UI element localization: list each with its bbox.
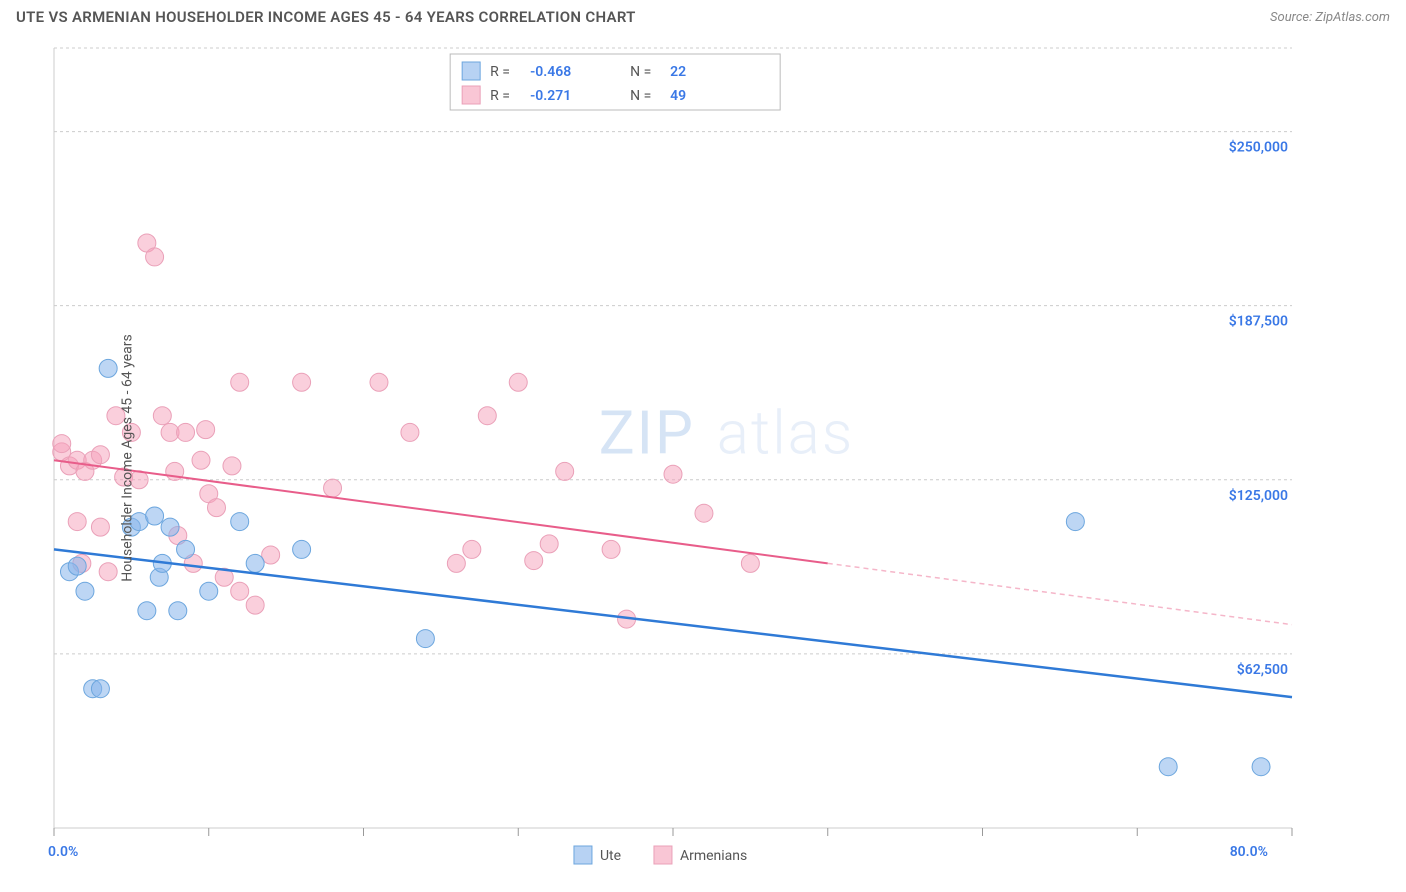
data-point-armenians	[153, 407, 171, 425]
legend-r-value-armenians: -0.271	[530, 88, 571, 104]
data-point-ute	[169, 602, 187, 620]
data-point-armenians	[231, 582, 249, 600]
legend-swatch-armenians	[462, 86, 480, 104]
legend-n-value-armenians: 49	[670, 88, 686, 104]
y-tick-label: $187,500	[1229, 313, 1288, 330]
data-point-ute	[1066, 513, 1084, 531]
legend-n-label: N =	[630, 64, 651, 80]
data-point-armenians	[401, 423, 419, 441]
data-point-armenians	[99, 563, 117, 581]
data-point-armenians	[177, 423, 195, 441]
data-point-armenians	[540, 535, 558, 553]
data-point-ute	[1159, 758, 1177, 776]
data-point-ute	[99, 359, 117, 377]
data-point-armenians	[447, 554, 465, 572]
data-point-armenians	[556, 462, 574, 480]
data-point-ute	[1252, 758, 1270, 776]
data-point-ute	[200, 582, 218, 600]
y-tick-label: $250,000	[1229, 139, 1288, 156]
legend-swatch-ute	[462, 62, 480, 80]
data-point-armenians	[525, 552, 543, 570]
legend-n-value-ute: 22	[670, 64, 686, 80]
data-point-armenians	[197, 421, 215, 439]
data-point-ute	[246, 554, 264, 572]
legend-r-label: R =	[490, 64, 510, 80]
watermark: atlas	[717, 398, 855, 469]
data-point-ute	[293, 540, 311, 558]
data-point-armenians	[370, 373, 388, 391]
trend-line-ute	[54, 549, 1292, 697]
chart-container: Householder Income Ages 45 - 64 years $6…	[14, 38, 1392, 878]
chart-header: UTE VS ARMENIAN HOUSEHOLDER INCOME AGES …	[0, 0, 1406, 30]
watermark: ZIP	[599, 398, 695, 469]
data-point-armenians	[246, 596, 264, 614]
data-point-armenians	[192, 451, 210, 469]
y-tick-label: $125,000	[1229, 487, 1288, 504]
x-end-label: 80.0%	[1230, 844, 1268, 860]
data-point-armenians	[664, 465, 682, 483]
data-point-ute	[76, 582, 94, 600]
data-point-armenians	[231, 373, 249, 391]
x-start-label: 0.0%	[48, 844, 78, 860]
scatter-chart: $62,500 $125,000 $187,500 $250,000 0.0% 80.0%…	[14, 38, 1392, 878]
bottom-legend-label-armenians: Armenians	[680, 848, 747, 864]
data-point-armenians	[68, 513, 86, 531]
chart-source: Source: ZipAtlas.com	[1270, 10, 1390, 25]
data-point-ute	[68, 557, 86, 575]
data-point-armenians	[509, 373, 527, 391]
data-point-armenians	[695, 504, 713, 522]
data-point-armenians	[207, 499, 225, 517]
data-point-ute	[416, 630, 434, 648]
data-point-armenians	[741, 554, 759, 572]
data-point-ute	[177, 540, 195, 558]
data-point-ute	[138, 602, 156, 620]
chart-title: UTE VS ARMENIAN HOUSEHOLDER INCOME AGES …	[16, 8, 636, 26]
data-point-armenians	[146, 248, 164, 266]
data-point-armenians	[223, 457, 241, 475]
data-point-armenians	[91, 518, 109, 536]
legend-r-label: R =	[490, 88, 510, 104]
y-tick-label: $62,500	[1237, 661, 1288, 678]
data-point-armenians	[324, 479, 342, 497]
trend-line-armenians-extrapolated	[828, 563, 1292, 624]
data-point-ute	[91, 680, 109, 698]
bottom-legend-swatch-armenians	[654, 846, 672, 864]
data-point-armenians	[91, 446, 109, 464]
data-point-ute	[231, 513, 249, 531]
data-point-armenians	[602, 540, 620, 558]
data-point-armenians	[293, 373, 311, 391]
y-axis-label: Householder Income Ages 45 - 64 years	[120, 334, 136, 581]
bottom-legend-label-ute: Ute	[600, 848, 621, 864]
data-point-ute	[146, 507, 164, 525]
bottom-legend-swatch-ute	[574, 846, 592, 864]
data-point-ute	[161, 518, 179, 536]
data-point-armenians	[478, 407, 496, 425]
legend-r-value-ute: -0.468	[530, 64, 571, 80]
data-point-armenians	[463, 540, 481, 558]
legend-n-label: N =	[630, 88, 651, 104]
data-point-armenians	[53, 435, 71, 453]
